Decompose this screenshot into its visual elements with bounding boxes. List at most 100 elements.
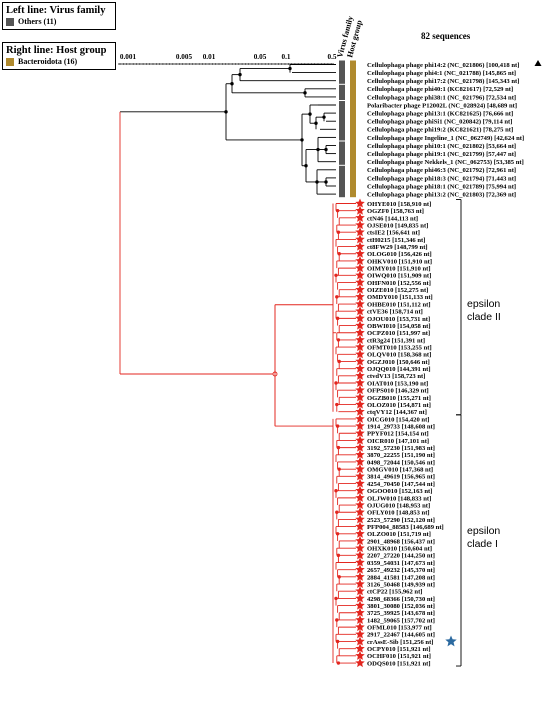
leaf-star xyxy=(355,442,365,452)
leaf-star xyxy=(355,550,365,560)
tree-node xyxy=(335,532,340,536)
clade-II-leaf-label: OHFN010 [152,556 nt] xyxy=(367,280,431,287)
others-swatch xyxy=(6,17,14,26)
clade-II-leaf-label: OGZF0 [158,763 nt] xyxy=(367,208,424,215)
tree-node xyxy=(334,381,338,385)
leaf-star xyxy=(355,227,365,237)
clade-I-leaf-label: ODQS010 [151,921 nt] xyxy=(367,660,431,667)
legend-others-label: Others (11) xyxy=(18,17,57,26)
clade-I-leaf-label: OMGV010 [147,368 nt] xyxy=(367,467,433,474)
clade-I-leaf-label: 3870_22255 [151,190 nt] xyxy=(367,452,435,459)
leaf-star xyxy=(355,385,365,395)
virus-family-strip xyxy=(339,101,345,141)
clade-I-leaf-label: OICG010 [154,420 nt] xyxy=(367,416,429,423)
clade-I-leaf-label: PPYF012 [154,154 nt] xyxy=(367,431,429,438)
clade-I-leaf-label: 3814_49619 [156,965 nt] xyxy=(367,474,435,481)
clade-II-leaf-label: ctsIE2 [156,641 nt] xyxy=(367,230,420,237)
scale-tick-label: 0.001 xyxy=(120,53,137,61)
clade-II-leaf-label: OJQQ010 [144,391 nt] xyxy=(367,366,431,373)
tree-node xyxy=(337,252,341,256)
leaf-star xyxy=(355,586,365,596)
clade-I-leaf-label: OICR010 [147,101 nt] xyxy=(367,438,429,445)
tree-node xyxy=(335,618,339,622)
virus-family-strip xyxy=(339,60,345,84)
tree-node xyxy=(335,316,340,321)
tree-node xyxy=(336,338,341,342)
clade-I-leaf-label: OHXK010 [150,604 nt] xyxy=(367,546,432,553)
tree-node xyxy=(335,424,340,428)
top-clade-leaf-label: Cellulophaga phage phi19:2 (KC821621) [7… xyxy=(367,127,513,134)
leaf-star xyxy=(355,313,365,323)
leaf-star xyxy=(355,579,365,589)
legend-virus-family: Left line: Virus family Others (11) xyxy=(2,2,116,30)
clade-II-leaf-label: OBWI010 [154,058 nt] xyxy=(367,323,431,330)
leaf-star xyxy=(355,571,365,581)
leaf-star xyxy=(355,255,365,265)
clade-I-leaf-label: OCPY010 [151,921 nt] xyxy=(367,646,431,653)
clade-I-leaf-label: 2523_57290 [152,120 nt] xyxy=(367,517,435,524)
clade-I-leaf-label: 3801_30080 [152,036 nt] xyxy=(367,603,435,610)
clade-II-leaf-label: OMDY010 [151,133 nt] xyxy=(367,294,433,301)
leaf-star xyxy=(355,406,365,416)
clade-II-leaf-label: OIWQ010 [151,909 nt] xyxy=(367,273,431,280)
top-clade-leaf-label: Cellulophaga phage phi4:1 (NC_021788) [1… xyxy=(367,70,516,77)
leaf-star xyxy=(355,392,365,402)
leaf-star xyxy=(355,428,365,438)
tree-node xyxy=(334,273,338,277)
top-clade-leaf-label: Cellulophaga phage phi14:2 (NC_021806) [… xyxy=(367,62,519,69)
clade-I-leaf-label: 0359_54031 [147,673 nt] xyxy=(367,560,435,567)
clade-I-leaf-label: OCHF010 [151,921 nt] xyxy=(367,653,431,660)
leaf-star xyxy=(355,528,365,538)
leaf-star xyxy=(355,622,365,632)
clade-II-leaf-label: ctR3g24 [151,391 nt] xyxy=(367,337,425,344)
leaf-star xyxy=(355,650,365,660)
virus-family-strip xyxy=(339,141,345,165)
leaf-star xyxy=(355,212,365,222)
clade-II-leaf-label: ctN46 [144,113 nt] xyxy=(367,215,418,222)
leaf-star xyxy=(355,413,365,423)
legend-others-item: Others (11) xyxy=(3,17,115,29)
clade-I-leaf-label: 4298_68366 [150,730 nt] xyxy=(367,596,435,603)
leaf-star xyxy=(355,535,365,546)
leaf-star xyxy=(355,349,365,359)
top-clade-leaf-label: Cellulophaga phage phiSi1 (NC_020842) [7… xyxy=(367,119,512,126)
leaf-star xyxy=(355,449,365,459)
clade-II-label: epsilon clade II xyxy=(467,298,501,323)
clade-I-leaf-label: OJUG010 [148,953 nt] xyxy=(367,502,430,509)
leaf-star xyxy=(355,643,365,653)
clade-I-leaf-label: ctCP22 [155,962 nt] xyxy=(367,589,423,596)
clade-I-leaf-label: OLJW010 [148,833 nt] xyxy=(367,495,431,502)
clade-II-leaf-label: OLOZ010 [154,871 nt] xyxy=(367,402,431,409)
clade-II-leaf-label: OHBE010 [151,112 nt] xyxy=(367,301,431,308)
tree-node xyxy=(336,661,341,665)
leaf-star xyxy=(355,557,365,567)
clade-II-leaf-label: OIAT010 [153,190 nt] xyxy=(367,380,428,387)
top-clade-leaf-label: Cellulophaga phage phi10:1 (NC_021802) [… xyxy=(367,143,516,150)
leaf-star xyxy=(355,241,365,251)
tree-node xyxy=(337,575,341,579)
leaf-star xyxy=(355,320,365,330)
clade-II-leaf-label: ctvdV13 [158,723 nt] xyxy=(367,373,425,380)
top-clade-leaf-label: Cellulophaga phage phi38:1 (NC_021796) [… xyxy=(367,94,516,101)
leaf-star xyxy=(355,327,365,337)
leaf-star xyxy=(355,614,365,624)
clade-I-leaf-label: OGOO010 [152,163 nt] xyxy=(367,488,432,495)
sequence-count: 82 sequences xyxy=(421,31,471,41)
leaf-star xyxy=(355,270,365,280)
leaf-star xyxy=(355,277,365,287)
scale-tick-label: 0.1 xyxy=(282,53,291,61)
leaf-star xyxy=(355,205,365,215)
clade-II-leaf-label: OJOU010 [153,731 nt] xyxy=(367,316,430,323)
clade-I-leaf-label: 2917_22467 [144,605 nt] xyxy=(367,632,435,639)
leaf-star xyxy=(355,234,365,244)
tree-node xyxy=(335,639,340,644)
leaf-star xyxy=(355,464,365,474)
clade-I-leaf-label: OFML010 [153,977 nt] xyxy=(367,625,432,632)
leaf-star xyxy=(355,263,365,273)
tree-node xyxy=(334,489,338,493)
leaf-star xyxy=(355,629,365,639)
leaf-star xyxy=(355,636,365,646)
legend-bacteroidota-label: Bacteroidota (16) xyxy=(18,57,78,66)
clade-II-leaf-label: OHYE010 [158,910 nt] xyxy=(367,201,431,208)
clade-I-leaf-label: 1914_29733 [148,608 nt] xyxy=(367,423,435,430)
